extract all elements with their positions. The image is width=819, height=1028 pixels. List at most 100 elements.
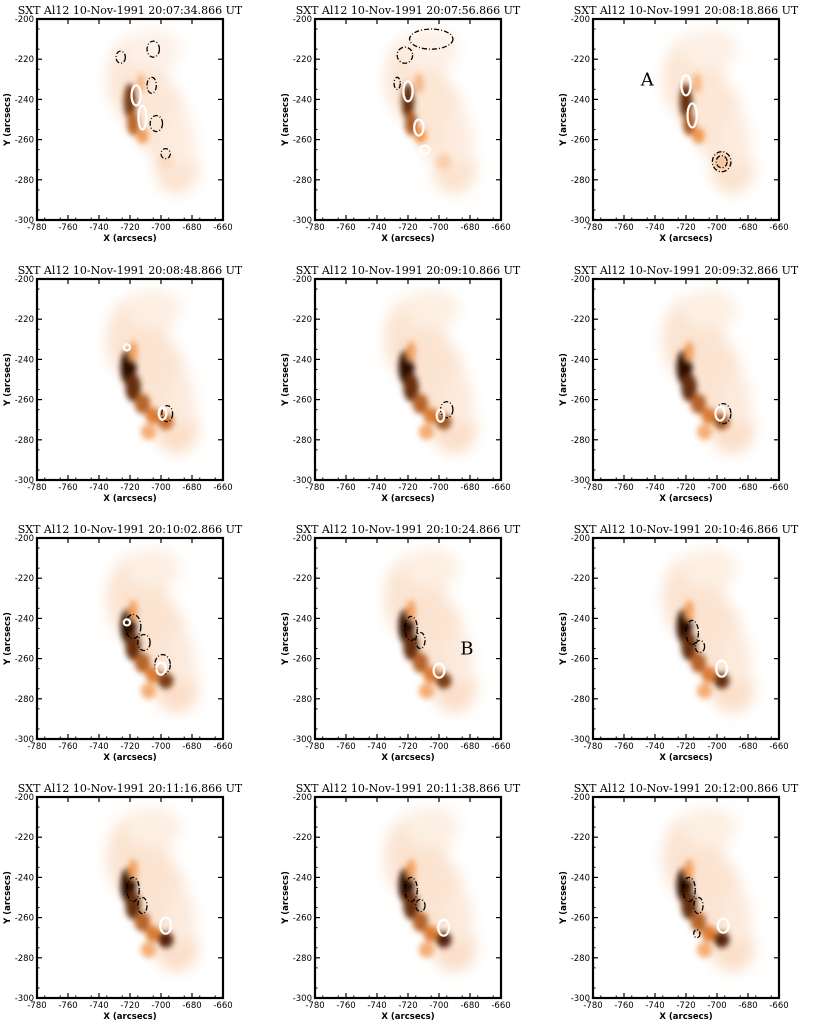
y-tick-label: -200 <box>571 275 590 285</box>
x-tick-label: -660 <box>769 483 788 493</box>
y-tick-label: -220 <box>571 574 590 584</box>
x-tick-label: -740 <box>89 742 108 752</box>
y-tick-label: -280 <box>15 695 34 705</box>
x-tick-label: -660 <box>491 1001 510 1011</box>
x-axis-label: X (arcsecs) <box>103 753 156 763</box>
image-panel: SXT Al12 10-Nov-1991 20:10:02.866 UT -780… <box>3 523 243 763</box>
image-panel: SXT Al12 10-Nov-1991 20:09:32.866 UT -780… <box>559 264 799 504</box>
y-tick-label: -220 <box>293 574 312 584</box>
black-contour <box>682 876 696 903</box>
x-tick-label: -660 <box>491 483 510 493</box>
x-tick-label: -780 <box>583 742 602 752</box>
y-tick-label: -260 <box>15 136 34 146</box>
y-tick-label: -300 <box>15 476 34 486</box>
panel-title: SXT Al12 10-Nov-1991 20:10:46.866 UT <box>574 523 799 536</box>
x-tick-label: -740 <box>645 742 664 752</box>
loop-arc <box>398 859 452 958</box>
x-tick-label: -660 <box>769 223 788 233</box>
y-tick-label: -260 <box>293 655 312 665</box>
x-tick-label: -720 <box>676 742 695 752</box>
y-tick-label: -300 <box>15 994 34 1004</box>
y-tick-label: -300 <box>571 476 590 486</box>
y-tick-label: -220 <box>571 315 590 325</box>
y-tick-label: -260 <box>293 136 312 146</box>
panel-title: SXT Al12 10-Nov-1991 20:12:00.866 UT <box>574 782 799 795</box>
x-tick-label: -760 <box>58 1001 77 1011</box>
image-panel: SXT Al12 10-Nov-1991 20:10:24.866 UT B -78… <box>281 523 521 763</box>
y-tick-label: -280 <box>571 954 590 964</box>
x-tick-label: -720 <box>120 483 139 493</box>
white-contour <box>680 74 692 97</box>
image-panel: SXT Al12 10-Nov-1991 20:07:34.866 UT -780… <box>3 4 243 244</box>
white-contour <box>413 118 425 137</box>
y-tick-label: -300 <box>571 216 590 226</box>
x-tick-label: -720 <box>120 742 139 752</box>
white-contour <box>435 408 446 423</box>
image-panel: SXT Al12 10-Nov-1991 20:08:48.866 UT -780… <box>3 264 243 504</box>
x-tick-label: -760 <box>336 742 355 752</box>
image-panel: SXT Al12 10-Nov-1991 20:12:00.866 UT -780… <box>559 782 799 1022</box>
x-tick-label: -780 <box>583 1001 602 1011</box>
x-tick-label: -680 <box>738 1001 757 1011</box>
x-tick-label: -780 <box>27 742 46 752</box>
y-axis-label: Y (arcsecs) <box>559 612 569 666</box>
y-tick-label: -260 <box>15 655 34 665</box>
y-tick-label: -200 <box>15 15 34 25</box>
x-tick-label: -700 <box>429 1001 448 1011</box>
x-tick-label: -680 <box>460 483 479 493</box>
y-tick-label: -240 <box>293 873 312 883</box>
y-axis-label: Y (arcsecs) <box>3 93 13 147</box>
x-tick-label: -740 <box>367 742 386 752</box>
x-axis-label: X (arcsecs) <box>659 753 712 763</box>
x-tick-label: -720 <box>398 1001 417 1011</box>
sxt-image <box>37 279 223 480</box>
y-tick-label: -220 <box>15 833 34 843</box>
y-tick-label: -300 <box>293 216 312 226</box>
sxt-image <box>593 797 779 998</box>
x-tick-label: -700 <box>707 1001 726 1011</box>
x-tick-label: -740 <box>89 223 108 233</box>
panel-title: SXT Al12 10-Nov-1991 20:07:34.866 UT <box>18 4 243 17</box>
y-tick-label: -260 <box>571 136 590 146</box>
y-axis-label: Y (arcsecs) <box>3 871 13 925</box>
y-tick-label: -240 <box>293 614 312 624</box>
y-tick-label: -200 <box>293 15 312 25</box>
x-axis-label: X (arcsecs) <box>381 494 434 504</box>
x-tick-label: -780 <box>583 483 602 493</box>
black-contour <box>404 876 418 903</box>
black-contour <box>146 76 158 95</box>
black-contour <box>137 633 151 652</box>
y-tick-label: -220 <box>571 55 590 65</box>
loop-arc <box>398 600 452 699</box>
y-tick-label: -260 <box>293 914 312 924</box>
x-tick-label: -720 <box>398 483 417 493</box>
x-axis-label: X (arcsecs) <box>381 1012 434 1022</box>
x-tick-label: -660 <box>769 742 788 752</box>
x-tick-label: -740 <box>89 1001 108 1011</box>
black-contour <box>415 898 426 913</box>
x-tick-label: -760 <box>614 1001 633 1011</box>
y-tick-label: -260 <box>15 396 34 406</box>
y-tick-label: -200 <box>15 793 34 803</box>
x-tick-label: -760 <box>336 223 355 233</box>
x-tick-label: -680 <box>182 223 201 233</box>
y-tick-label: -300 <box>571 735 590 745</box>
white-contour <box>157 406 168 421</box>
x-tick-label: -660 <box>213 1001 232 1011</box>
x-tick-label: -720 <box>398 223 417 233</box>
y-axis-label: Y (arcsecs) <box>281 612 291 666</box>
x-axis-label: X (arcsecs) <box>659 234 712 244</box>
panel-title: SXT Al12 10-Nov-1991 20:11:38.866 UT <box>296 782 521 795</box>
y-tick-label: -220 <box>15 55 34 65</box>
sxt-image <box>37 538 223 739</box>
y-tick-label: -200 <box>571 15 590 25</box>
y-axis-label: Y (arcsecs) <box>559 871 569 925</box>
y-tick-label: -240 <box>293 355 312 365</box>
x-tick-label: -760 <box>58 223 77 233</box>
x-tick-label: -680 <box>460 1001 479 1011</box>
x-tick-label: -760 <box>58 742 77 752</box>
x-tick-label: -700 <box>429 223 448 233</box>
x-tick-label: -780 <box>27 1001 46 1011</box>
x-tick-label: -680 <box>182 742 201 752</box>
x-tick-label: -660 <box>769 1001 788 1011</box>
